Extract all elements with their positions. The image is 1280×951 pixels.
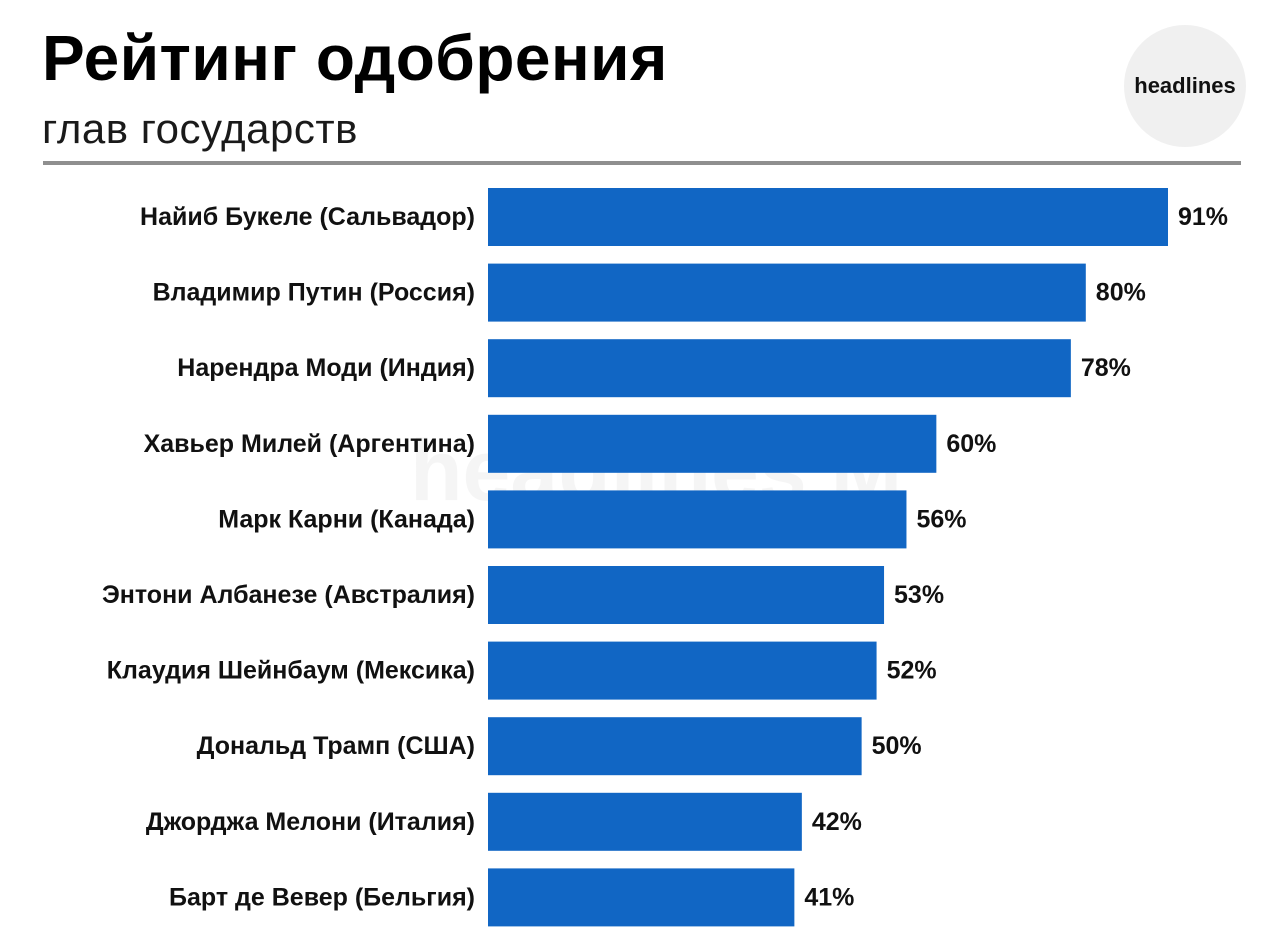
header-divider — [43, 161, 1241, 165]
category-label: Владимир Путин (Россия) — [153, 279, 475, 307]
bar — [488, 490, 907, 549]
category-label: Дональд Трамп (США) — [197, 732, 475, 760]
value-label: 42% — [812, 808, 862, 836]
category-label: Энтони Албанезе (Австралия) — [102, 581, 475, 609]
value-label: 41% — [804, 883, 854, 911]
value-label: 52% — [887, 657, 937, 685]
category-label: Барт де Вевер (Бельгия) — [169, 883, 475, 911]
logo-text: headlines — [1134, 73, 1236, 98]
headlines-logo: headlines — [1124, 25, 1246, 147]
value-label: 60% — [946, 430, 996, 458]
category-label: Нарендра Моди (Индия) — [177, 354, 475, 382]
bar — [488, 868, 795, 927]
bar — [488, 792, 802, 851]
category-label: Хавьер Милей (Аргентина) — [144, 430, 475, 458]
chart-title: Рейтинг одобрения — [42, 22, 668, 94]
bar — [488, 717, 862, 776]
bar — [488, 339, 1071, 398]
value-label: 80% — [1096, 279, 1146, 307]
bar — [488, 414, 937, 473]
bar — [488, 566, 885, 624]
category-label: Клаудия Шейнбаум (Мексика) — [107, 657, 475, 685]
value-label: 53% — [894, 581, 944, 609]
value-label: 56% — [916, 505, 966, 533]
category-label: Марк Карни (Канада) — [218, 505, 475, 533]
category-label: Найиб Букеле (Сальвадор) — [140, 203, 475, 231]
value-label: 78% — [1081, 354, 1131, 382]
value-label: 91% — [1178, 203, 1228, 231]
category-label: Джорджа Мелони (Италия) — [146, 808, 475, 836]
bar — [488, 641, 877, 700]
bar — [488, 263, 1086, 322]
chart-subtitle: глав государств — [42, 105, 358, 152]
bar — [488, 188, 1168, 246]
value-label: 50% — [872, 732, 922, 760]
